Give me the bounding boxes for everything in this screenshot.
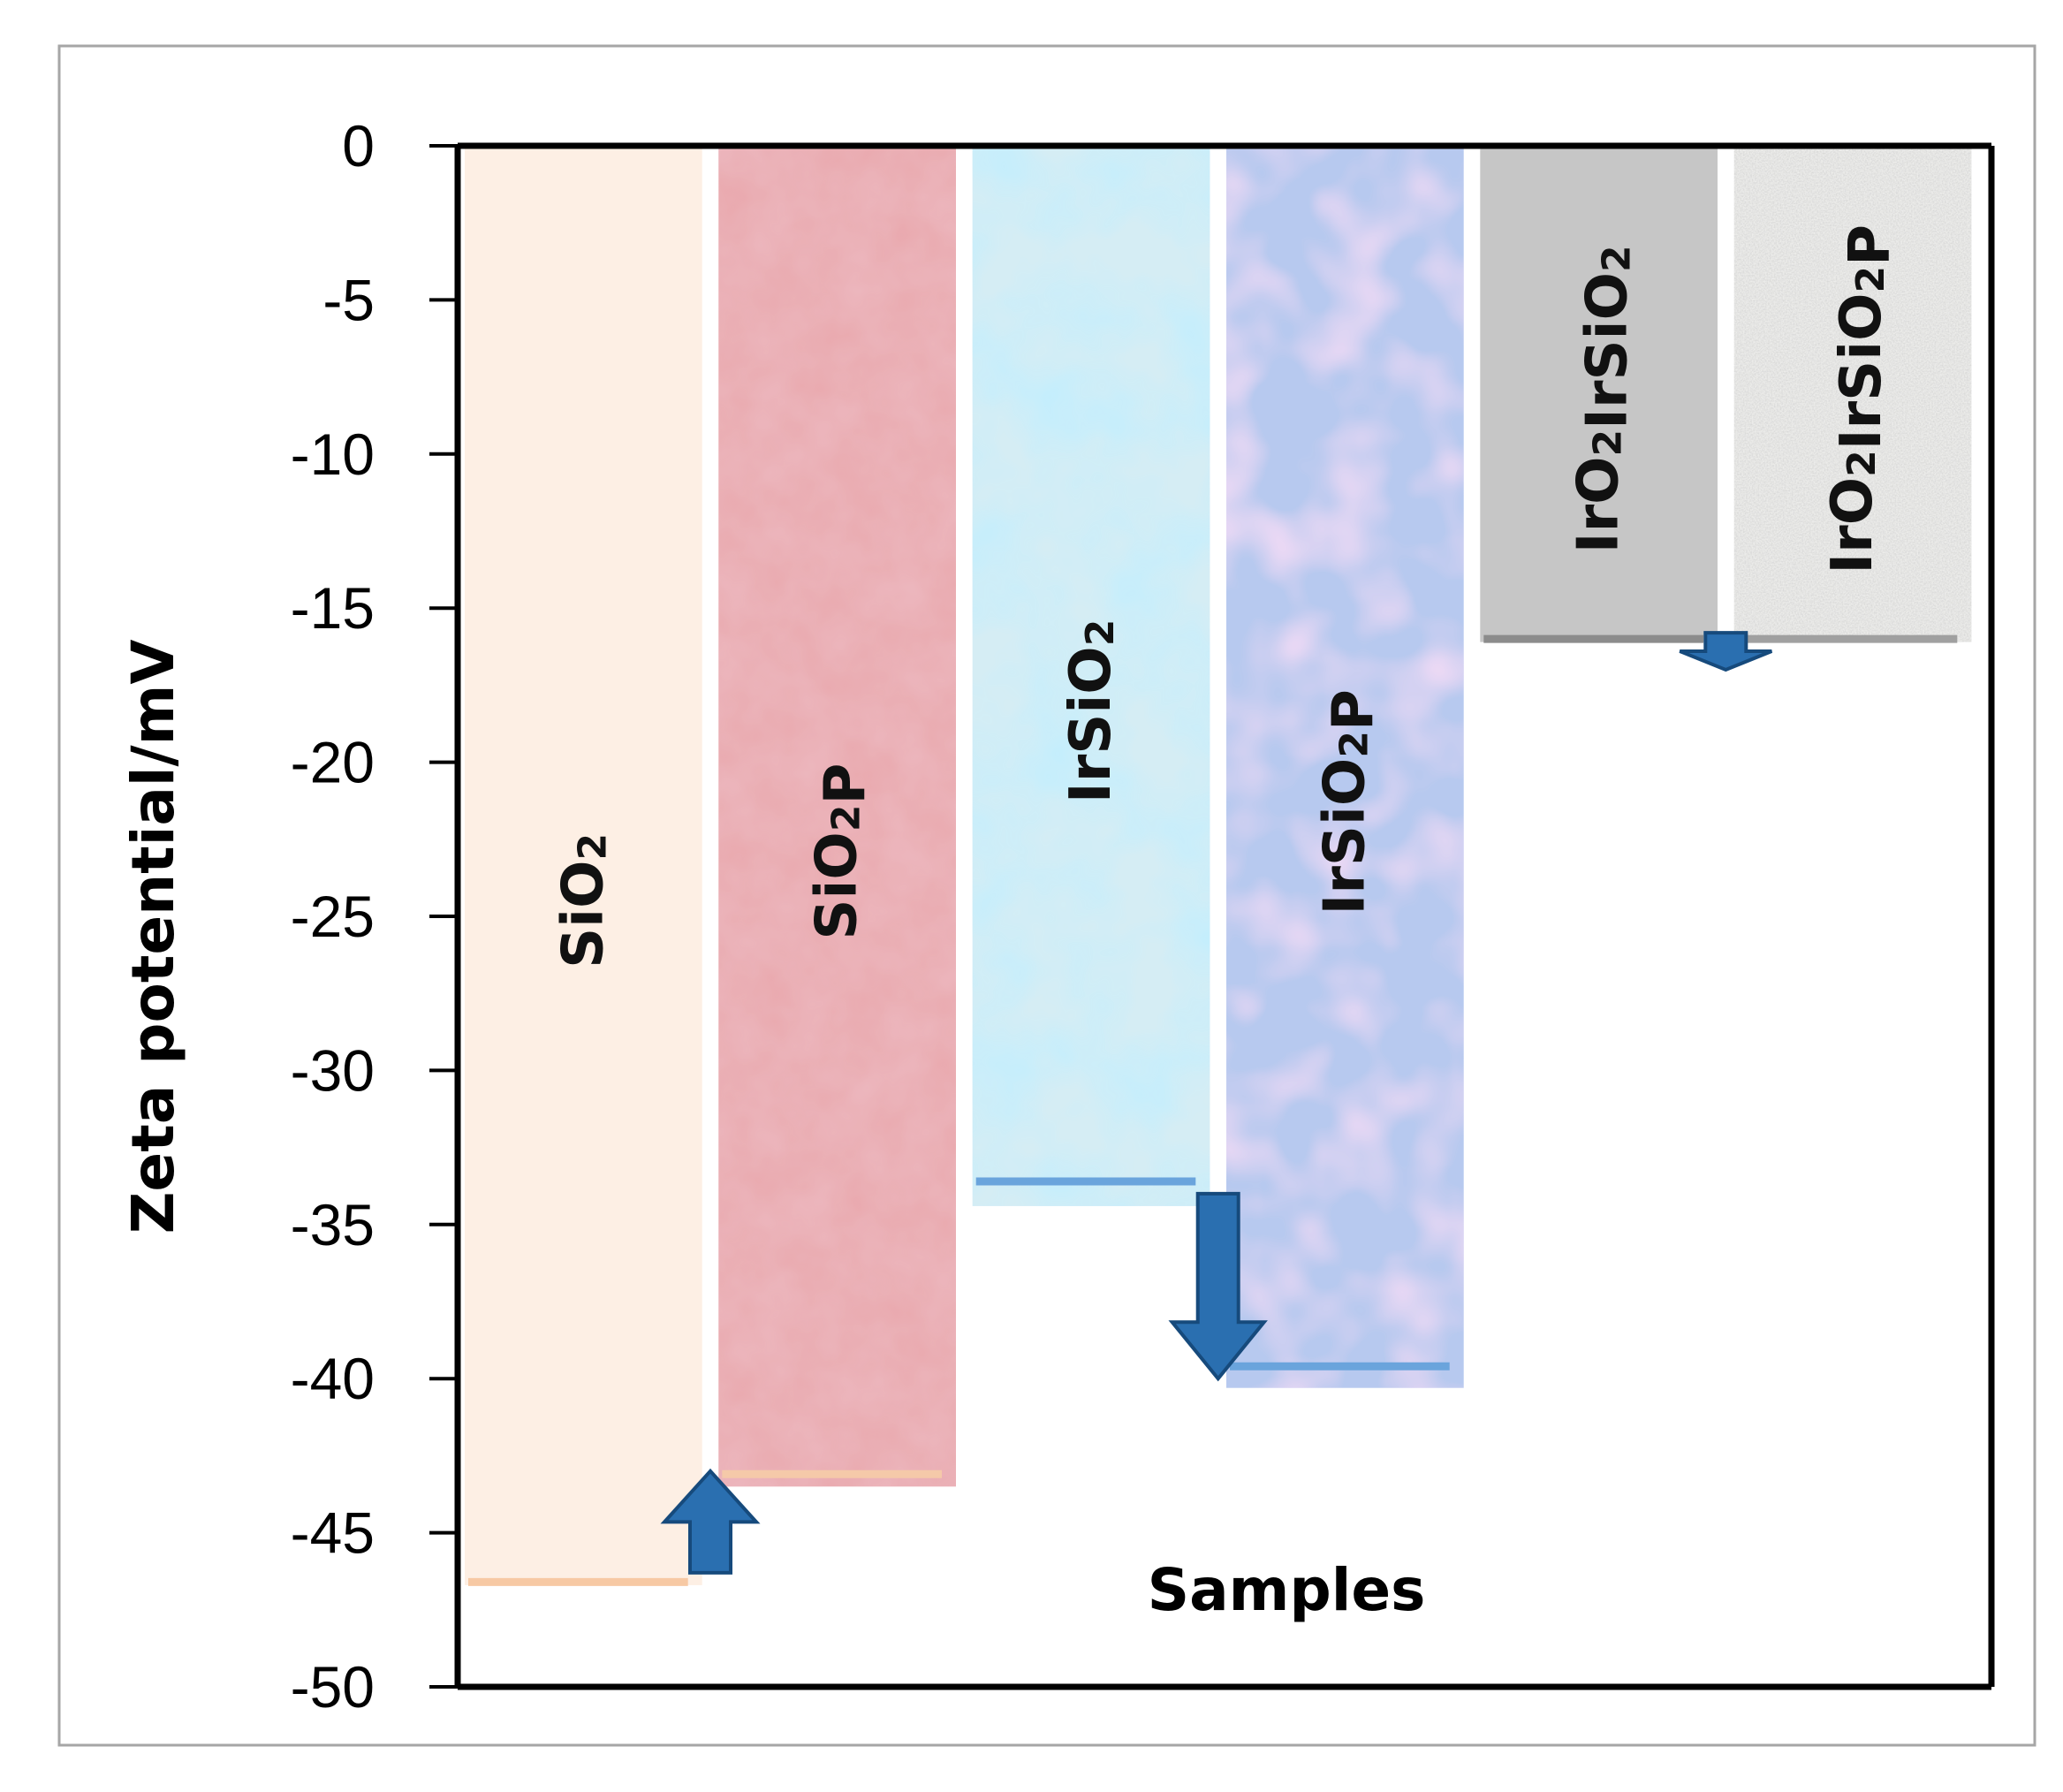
y-tick-label: 0 — [342, 113, 375, 178]
bar-iro2irsio2p — [1733, 146, 1972, 642]
y-tick-label: -30 — [291, 1037, 375, 1103]
mean-lines-layer — [468, 634, 1958, 1586]
bar-label-sio2: SiO2 — [550, 833, 616, 968]
bar-label-irsio2p: IrSiO2P — [1312, 689, 1386, 915]
y-tick-label: -10 — [291, 421, 375, 487]
y-tick-label: -50 — [291, 1654, 375, 1720]
bar-label-sio2p: SiO2P — [805, 763, 879, 940]
y-tick-label: -45 — [291, 1500, 375, 1566]
y-tick-label: -15 — [291, 575, 375, 641]
trend-arrow-3-down — [1679, 631, 1773, 672]
arrows-layer — [660, 631, 1773, 1575]
y-tick-label: -20 — [291, 730, 375, 795]
bars-layer — [465, 146, 1972, 1585]
y-tick-label: -25 — [291, 884, 375, 949]
trend-arrow-2-down — [1168, 1191, 1268, 1382]
y-axis-title: Zeta potential/mV — [119, 640, 187, 1234]
bar-irsio2p — [1226, 146, 1464, 1388]
y-axis-ticks: 0 -5 -10 -15 -20 -25 -30 -35 -40 -45 -50 — [291, 113, 458, 1720]
bar-label-iro2irsio2: IrO2IrSiO2 — [1566, 245, 1641, 553]
bar-sio2p — [718, 146, 956, 1487]
y-tick-label: -35 — [291, 1192, 375, 1257]
bar-sio2 — [465, 146, 702, 1585]
y-tick-label: -40 — [291, 1346, 375, 1411]
bar-iro2irsio2 — [1480, 146, 1718, 642]
bar-label-irsio2: IrSiO2 — [1058, 619, 1124, 803]
bar-irsio2 — [972, 146, 1210, 1206]
bar-label-iro2irsio2p: IrO2IrSiO2P — [1820, 224, 1903, 574]
trend-arrow-1-up — [660, 1468, 761, 1575]
y-tick-label: -5 — [322, 267, 375, 332]
x-axis-title: Samples — [1148, 1556, 1426, 1624]
bar-labels-layer: SiO2 SiO2P IrSiO2 IrSiO2P IrO2IrSiO2 IrO2IrSi… — [550, 224, 1903, 968]
